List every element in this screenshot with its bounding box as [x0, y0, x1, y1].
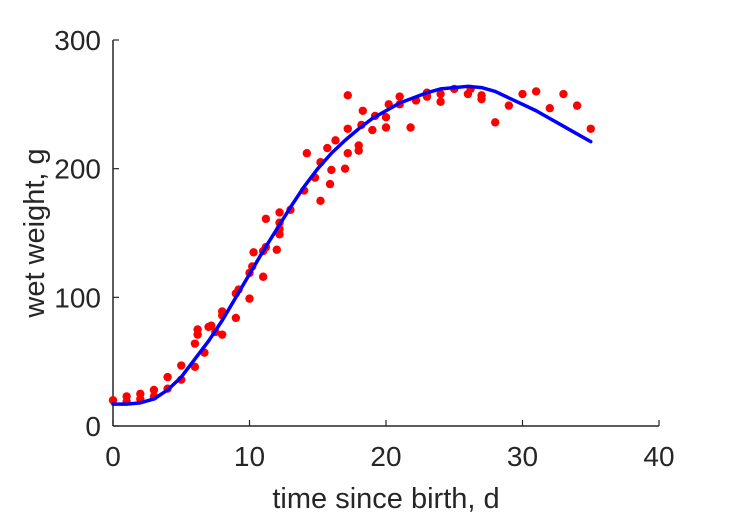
plot-area: 0 10 20 30 40 0 100 200 300	[54, 25, 674, 472]
data-point	[149, 385, 159, 395]
axis-ticks: 0 10 20 30 40 0 100 200 300	[54, 25, 674, 472]
data-point	[122, 392, 131, 401]
data-point	[358, 106, 367, 115]
data-point	[477, 91, 486, 100]
data-point	[343, 124, 352, 133]
data-point	[340, 164, 350, 173]
y-tick-label: 100	[54, 282, 101, 313]
x-axis-label: time since birth, d	[272, 483, 499, 515]
data-point	[207, 321, 216, 330]
data-point	[381, 123, 391, 132]
data-point	[343, 149, 352, 158]
data-point	[331, 136, 340, 145]
y-axis-label: wet weight, g	[19, 148, 51, 318]
data-point	[302, 149, 312, 158]
data-point	[325, 179, 335, 189]
data-point	[368, 125, 377, 135]
data-point	[586, 124, 595, 133]
data-point	[275, 208, 284, 217]
x-tick-label: 30	[507, 441, 538, 472]
data-point	[231, 313, 241, 323]
data-point	[436, 97, 445, 106]
data-point	[163, 372, 172, 382]
data-point	[190, 339, 200, 348]
fit-curve	[111, 84, 593, 406]
x-tick-label: 40	[643, 441, 674, 472]
data-point	[572, 101, 582, 110]
data-point	[504, 101, 514, 110]
data-point	[218, 330, 227, 339]
data-point	[245, 294, 254, 303]
data-point	[545, 103, 554, 113]
data-point	[491, 118, 500, 127]
data-point	[343, 91, 352, 100]
data-point	[193, 325, 202, 334]
data-point	[272, 245, 281, 254]
data-point	[381, 113, 391, 122]
x-tick-label: 20	[370, 441, 401, 472]
data-point	[249, 248, 258, 257]
data-point	[395, 92, 404, 101]
y-tick-label: 200	[54, 154, 101, 185]
data-point	[327, 165, 336, 175]
data-point	[258, 272, 268, 281]
x-tick-label: 10	[234, 441, 265, 472]
data-point	[436, 89, 445, 99]
data-point	[316, 196, 325, 206]
data-point	[531, 87, 541, 96]
data-point	[323, 143, 332, 153]
data-point	[108, 396, 118, 405]
y-tick-label: 300	[54, 25, 101, 56]
data-point	[406, 123, 415, 132]
data-point	[559, 89, 568, 99]
x-tick-label: 0	[105, 441, 121, 472]
data-point	[177, 361, 186, 370]
data-point	[136, 389, 145, 399]
y-tick-label: 0	[85, 411, 101, 442]
data-point	[261, 214, 271, 224]
data-point	[354, 141, 363, 150]
data-point	[518, 89, 527, 99]
